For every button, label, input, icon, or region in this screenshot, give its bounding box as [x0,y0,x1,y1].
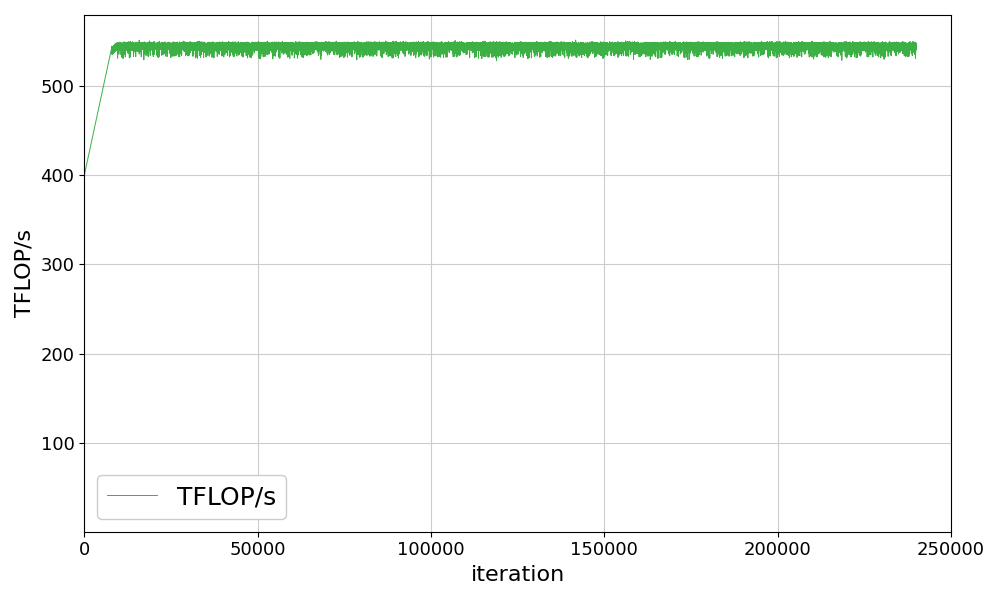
Y-axis label: TFLOP/s: TFLOP/s [15,229,35,317]
TFLOP/s [204,42,216,49]
TFLOP/s [602,44,614,51]
TFLOP/s [910,42,922,49]
TFLOP/s [78,172,90,179]
TFLOP/s [570,37,582,44]
TFLOP/s [823,43,835,50]
TFLOP/s [560,43,572,50]
TFLOP/s [357,46,369,53]
X-axis label: iteration: iteration [471,565,565,585]
Legend: TFLOP/s: TFLOP/s [97,475,286,519]
TFLOP/s [423,43,435,50]
Line: TFLOP/s: TFLOP/s [84,40,916,175]
